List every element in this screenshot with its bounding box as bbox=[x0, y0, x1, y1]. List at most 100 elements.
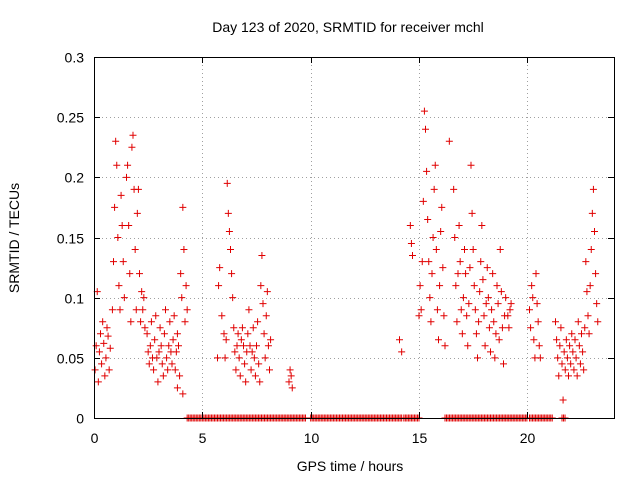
data-point bbox=[238, 324, 246, 332]
tick-labels: 0 0.05 0.1 0.15 0.2 0.25 0.3 0 5 10 15 20 bbox=[57, 50, 536, 447]
data-point bbox=[99, 318, 107, 326]
data-point bbox=[163, 354, 171, 362]
data-point bbox=[223, 179, 231, 187]
data-point bbox=[173, 330, 181, 338]
data-point bbox=[507, 300, 515, 308]
data-point bbox=[528, 282, 536, 290]
data-point bbox=[242, 378, 250, 386]
data-point bbox=[533, 300, 541, 308]
data-point bbox=[114, 234, 122, 241]
data-point bbox=[481, 342, 489, 350]
data-point bbox=[489, 270, 497, 278]
data-point bbox=[553, 336, 561, 344]
data-point bbox=[152, 312, 160, 320]
data-point bbox=[418, 258, 426, 266]
data-point bbox=[225, 227, 233, 235]
data-point bbox=[247, 366, 255, 374]
data-point bbox=[131, 246, 139, 254]
data-point bbox=[493, 282, 501, 290]
data-point bbox=[171, 366, 179, 374]
data-point bbox=[440, 312, 448, 320]
data-point bbox=[467, 161, 475, 169]
data-point bbox=[253, 342, 260, 350]
data-point bbox=[179, 203, 187, 211]
data-points bbox=[91, 107, 602, 422]
data-point bbox=[478, 221, 486, 229]
data-point bbox=[574, 318, 582, 326]
data-point bbox=[220, 330, 228, 338]
data-point bbox=[566, 342, 574, 350]
data-point bbox=[137, 318, 145, 326]
data-point bbox=[420, 107, 428, 115]
data-point bbox=[254, 318, 262, 326]
data-point bbox=[170, 312, 178, 320]
data-point bbox=[425, 258, 433, 266]
data-point bbox=[249, 324, 257, 332]
data-point bbox=[119, 258, 127, 266]
data-point bbox=[147, 318, 155, 326]
data-point bbox=[143, 330, 151, 338]
data-point bbox=[165, 342, 173, 350]
data-point bbox=[233, 342, 241, 350]
data-point bbox=[179, 390, 187, 398]
data-point bbox=[229, 294, 237, 302]
data-point bbox=[558, 360, 566, 368]
y-tick-label: 0.1 bbox=[65, 291, 85, 307]
data-point bbox=[416, 282, 424, 290]
data-point bbox=[427, 318, 435, 326]
data-point bbox=[255, 360, 263, 368]
data-point bbox=[115, 282, 123, 290]
data-point bbox=[586, 282, 594, 290]
data-point bbox=[151, 336, 159, 344]
data-point bbox=[556, 342, 564, 350]
data-point bbox=[594, 318, 602, 326]
data-point bbox=[100, 339, 108, 347]
data-point bbox=[571, 336, 579, 344]
data-point bbox=[224, 209, 232, 217]
data-point bbox=[250, 354, 258, 362]
x-axis-label: GPS time / hours bbox=[297, 458, 404, 474]
data-point bbox=[456, 258, 464, 266]
data-point bbox=[101, 372, 109, 380]
data-point bbox=[158, 360, 166, 368]
data-point bbox=[454, 270, 462, 278]
data-point bbox=[215, 282, 223, 290]
data-point bbox=[500, 360, 507, 368]
data-point bbox=[150, 366, 158, 374]
data-point bbox=[94, 378, 102, 386]
data-point bbox=[178, 294, 186, 302]
data-point bbox=[244, 330, 252, 338]
data-point bbox=[583, 288, 591, 296]
data-point bbox=[230, 324, 238, 332]
data-point bbox=[240, 342, 247, 350]
data-point bbox=[409, 252, 416, 260]
data-point bbox=[424, 215, 432, 223]
data-point bbox=[428, 270, 436, 278]
data-point bbox=[441, 342, 449, 350]
data-point bbox=[504, 312, 512, 320]
data-point bbox=[287, 372, 295, 380]
data-point bbox=[462, 270, 470, 278]
data-point bbox=[173, 384, 181, 392]
data-point bbox=[127, 318, 135, 326]
data-point bbox=[491, 354, 499, 362]
data-point bbox=[477, 258, 485, 266]
data-point bbox=[106, 344, 114, 352]
data-point bbox=[468, 209, 476, 217]
data-point bbox=[263, 288, 271, 296]
data-point bbox=[432, 246, 440, 254]
y-tick-label: 0.3 bbox=[65, 50, 85, 66]
data-point bbox=[487, 348, 494, 356]
data-point bbox=[573, 372, 581, 380]
data-point bbox=[140, 294, 148, 302]
data-point bbox=[582, 258, 590, 266]
data-point bbox=[216, 264, 224, 272]
data-point bbox=[589, 185, 597, 193]
data-point bbox=[578, 330, 585, 338]
data-point bbox=[472, 330, 480, 338]
data-point bbox=[476, 288, 484, 296]
data-point bbox=[116, 306, 124, 314]
data-point bbox=[562, 336, 570, 344]
data-point bbox=[168, 360, 176, 368]
